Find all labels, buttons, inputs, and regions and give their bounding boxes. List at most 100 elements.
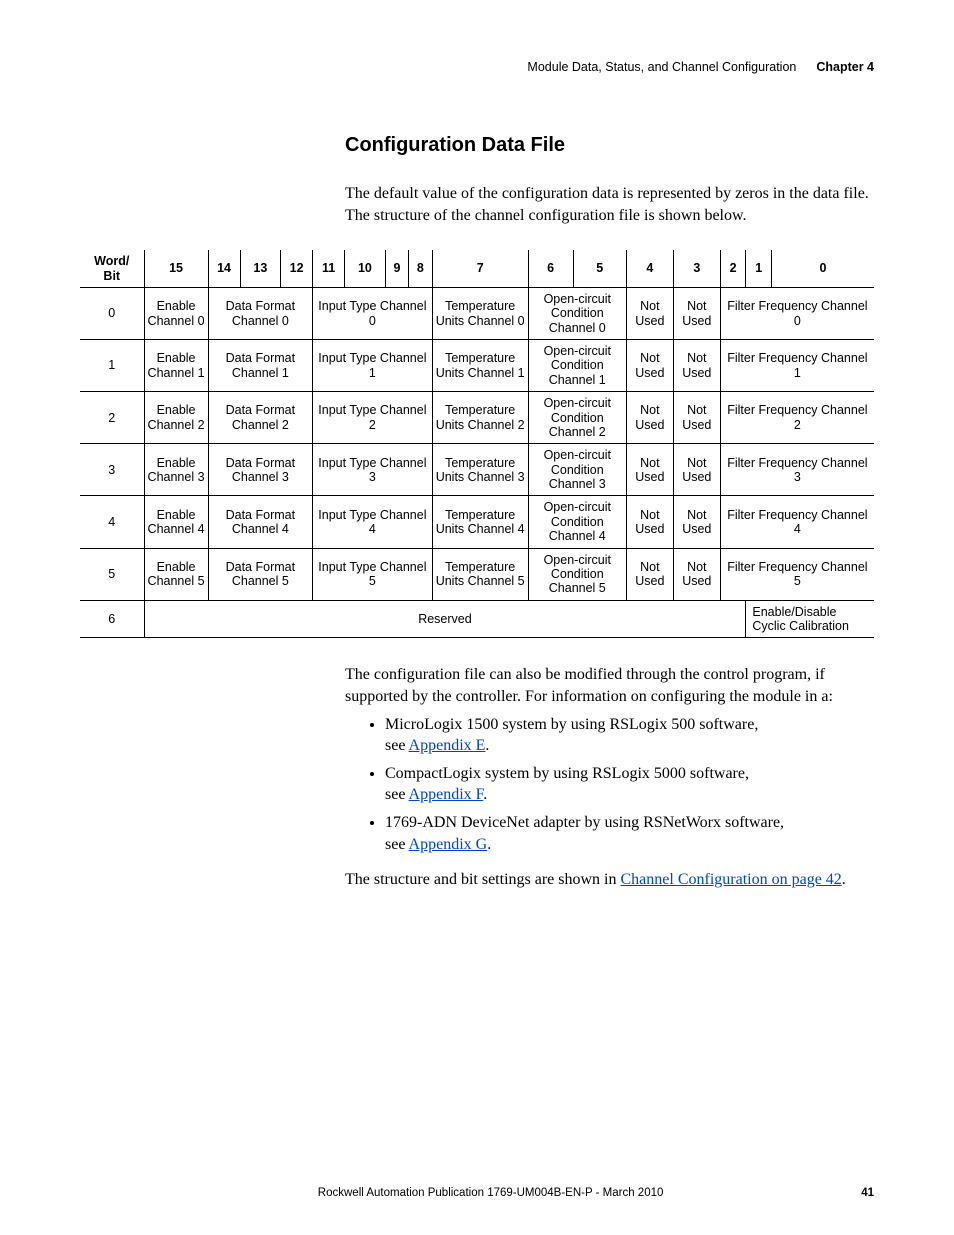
table-cell: Not Used [673, 340, 720, 392]
table-cell: 3 [80, 444, 144, 496]
publication-id: Rockwell Automation Publication 1769-UM0… [120, 1187, 861, 1199]
table-cell: Data Format Channel 3 [208, 444, 313, 496]
table-cell: Temperature Units Channel 1 [432, 340, 528, 392]
table-cell: Open-circuit Condition Channel 4 [528, 496, 626, 548]
th-12: 12 [281, 250, 313, 287]
config-data-table: Word/ Bit 15 14 13 12 11 10 9 8 7 6 5 4 … [80, 250, 874, 638]
table-cell: Temperature Units Channel 2 [432, 392, 528, 444]
table-cell: Input Type Channel 1 [313, 340, 433, 392]
th-10: 10 [345, 250, 386, 287]
table-cell: Data Format Channel 0 [208, 287, 313, 339]
table-cell: Input Type Channel 3 [313, 444, 433, 496]
table-row: 4Enable Channel 4Data Format Channel 4In… [80, 496, 874, 548]
table-cell: Not Used [673, 392, 720, 444]
th-4: 4 [626, 250, 673, 287]
post-table-block: The configuration file can also be modif… [345, 664, 874, 890]
table-cell: Not Used [673, 444, 720, 496]
table-cell: Open-circuit Condition Channel 1 [528, 340, 626, 392]
table-cell: Input Type Channel 2 [313, 392, 433, 444]
table-cell: Enable/Disable Cyclic Calibration [746, 600, 874, 638]
th-2: 2 [720, 250, 746, 287]
table-cell: Not Used [626, 340, 673, 392]
th-3: 3 [673, 250, 720, 287]
running-header: Module Data, Status, and Channel Configu… [80, 60, 874, 74]
table-cell: Enable Channel 3 [144, 444, 208, 496]
header-doc-title: Module Data, Status, and Channel Configu… [527, 60, 796, 74]
th-9: 9 [385, 250, 408, 287]
table-cell: Filter Frequency Channel 1 [720, 340, 874, 392]
th-0: 0 [771, 250, 874, 287]
table-cell: Filter Frequency Channel 4 [720, 496, 874, 548]
appendix-e-link[interactable]: Appendix E [409, 737, 486, 754]
page-number: 41 [861, 1187, 874, 1199]
table-cell: 1 [80, 340, 144, 392]
table-cell: Not Used [626, 392, 673, 444]
table-cell: 2 [80, 392, 144, 444]
table-cell: Not Used [626, 444, 673, 496]
table-cell: 5 [80, 548, 144, 600]
table-cell: Input Type Channel 4 [313, 496, 433, 548]
appendix-f-link[interactable]: Appendix F [409, 786, 484, 803]
th-15: 15 [144, 250, 208, 287]
table-cell: Open-circuit Condition Channel 5 [528, 548, 626, 600]
table-cell: Open-circuit Condition Channel 0 [528, 287, 626, 339]
list-item: CompactLogix system by using RSLogix 500… [385, 763, 874, 806]
table-cell: Temperature Units Channel 4 [432, 496, 528, 548]
table-cell: Not Used [673, 287, 720, 339]
table-cell: Temperature Units Channel 3 [432, 444, 528, 496]
table-cell: Filter Frequency Channel 3 [720, 444, 874, 496]
table-cell: Input Type Channel 0 [313, 287, 433, 339]
after-p1: The configuration file can also be modif… [345, 664, 874, 707]
table-cell: Filter Frequency Channel 2 [720, 392, 874, 444]
p2-text-a: The structure and bit settings are shown… [345, 871, 621, 888]
table-cell: Not Used [673, 548, 720, 600]
table-cell: Data Format Channel 5 [208, 548, 313, 600]
table-row: 1Enable Channel 1Data Format Channel 1In… [80, 340, 874, 392]
list-item: 1769-ADN DeviceNet adapter by using RSNe… [385, 812, 874, 855]
p2-text-b: . [842, 871, 846, 888]
table-row: 0Enable Channel 0Data Format Channel 0In… [80, 287, 874, 339]
table-cell: Not Used [626, 287, 673, 339]
section-heading: Configuration Data File [345, 134, 874, 157]
table-row: 6ReservedEnable/Disable Cyclic Calibrati… [80, 600, 874, 638]
channel-config-link[interactable]: Channel Configuration on page 42 [621, 871, 842, 888]
table-cell: Enable Channel 1 [144, 340, 208, 392]
table-cell: 0 [80, 287, 144, 339]
table-cell: Enable Channel 4 [144, 496, 208, 548]
th-14: 14 [208, 250, 240, 287]
th-6: 6 [528, 250, 573, 287]
table-cell: Enable Channel 5 [144, 548, 208, 600]
after-p2: The structure and bit settings are shown… [345, 869, 874, 891]
table-cell: Not Used [626, 548, 673, 600]
table-cell: Open-circuit Condition Channel 2 [528, 392, 626, 444]
table-cell: Not Used [626, 496, 673, 548]
table-cell: Temperature Units Channel 0 [432, 287, 528, 339]
table-header-row: Word/ Bit 15 14 13 12 11 10 9 8 7 6 5 4 … [80, 250, 874, 287]
table-cell: Data Format Channel 4 [208, 496, 313, 548]
page-footer: Rockwell Automation Publication 1769-UM0… [80, 1187, 874, 1199]
th-11: 11 [313, 250, 345, 287]
appendix-g-link[interactable]: Appendix G [409, 836, 488, 853]
table-cell: Filter Frequency Channel 0 [720, 287, 874, 339]
table-row: 3Enable Channel 3Data Format Channel 3In… [80, 444, 874, 496]
table-cell: Temperature Units Channel 5 [432, 548, 528, 600]
table-row: 5Enable Channel 5Data Format Channel 5In… [80, 548, 874, 600]
table-cell: Not Used [673, 496, 720, 548]
table-cell: Enable Channel 2 [144, 392, 208, 444]
th-wordbit: Word/ Bit [80, 250, 144, 287]
table-cell: 4 [80, 496, 144, 548]
header-chapter: Chapter 4 [816, 60, 874, 74]
table-cell: 6 [80, 600, 144, 638]
table-cell: Reserved [144, 600, 746, 638]
table-cell: Data Format Channel 2 [208, 392, 313, 444]
bullet-list: MicroLogix 1500 system by using RSLogix … [345, 714, 874, 856]
table-row: 2Enable Channel 2Data Format Channel 2In… [80, 392, 874, 444]
th-7: 7 [432, 250, 528, 287]
table-cell: Input Type Channel 5 [313, 548, 433, 600]
table-cell: Enable Channel 0 [144, 287, 208, 339]
table-cell: Open-circuit Condition Channel 3 [528, 444, 626, 496]
table-cell: Filter Frequency Channel 5 [720, 548, 874, 600]
th-8: 8 [409, 250, 432, 287]
table-cell: Data Format Channel 1 [208, 340, 313, 392]
th-1: 1 [746, 250, 772, 287]
